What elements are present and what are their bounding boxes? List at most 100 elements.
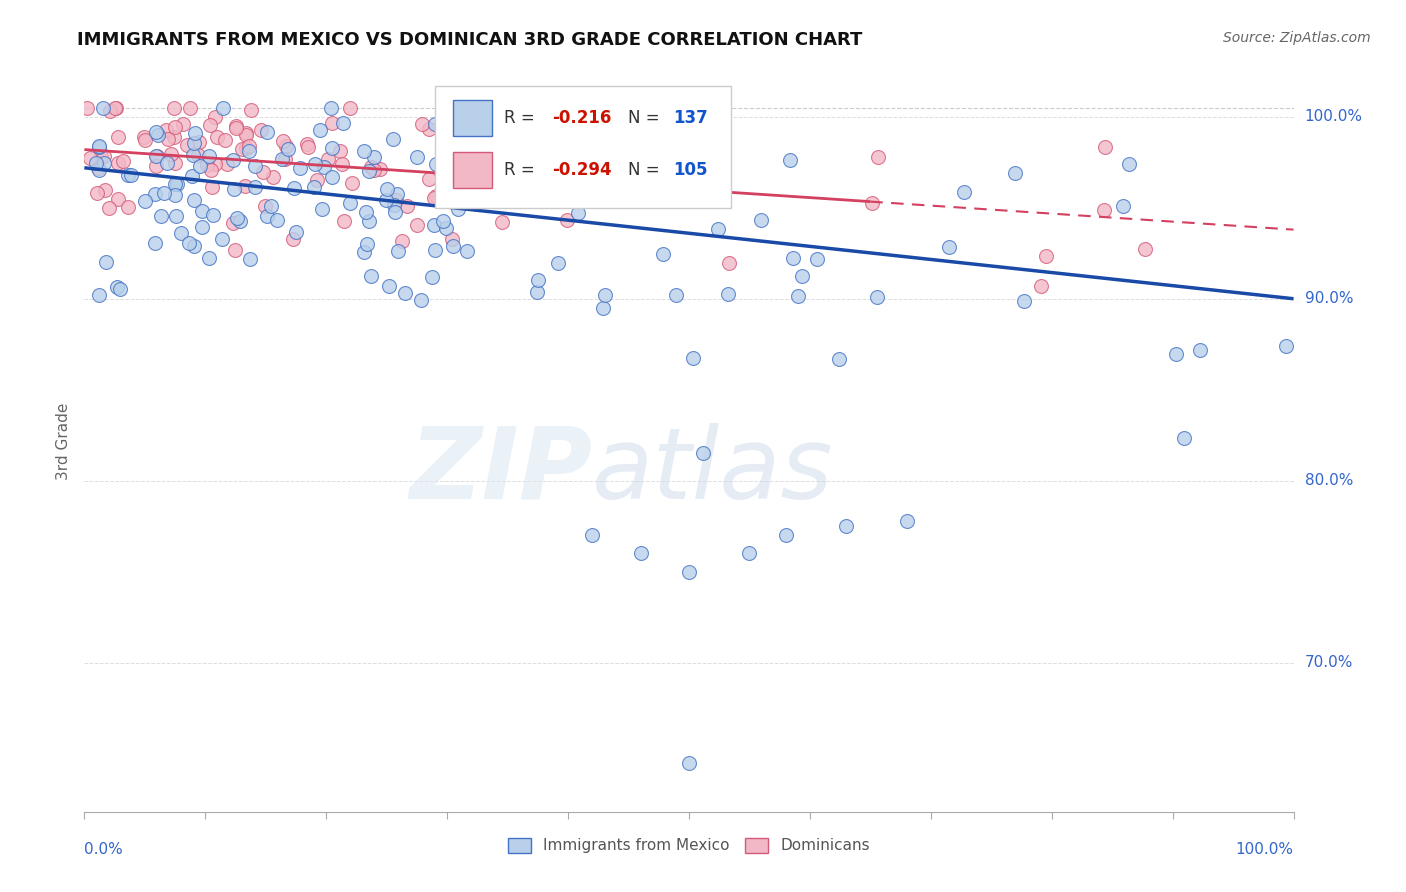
Point: [283, 181, 305, 195]
Point: [240, 103, 263, 117]
Point: [384, 204, 406, 219]
Point: [526, 285, 548, 299]
Point: [456, 244, 478, 258]
Point: [425, 157, 447, 171]
Point: [107, 192, 129, 206]
Point: [692, 446, 714, 460]
Point: [221, 216, 243, 230]
Point: [360, 269, 382, 284]
Point: [256, 126, 278, 140]
Point: [145, 125, 167, 139]
Point: [527, 273, 550, 287]
Point: [211, 232, 233, 246]
Point: [382, 132, 405, 146]
Point: [252, 165, 274, 179]
Point: [198, 251, 221, 265]
Point: [145, 149, 167, 163]
Point: [418, 171, 440, 186]
Point: [1092, 203, 1115, 218]
Point: [165, 209, 187, 223]
Point: [143, 187, 166, 202]
Point: [156, 132, 179, 146]
Point: [200, 162, 222, 177]
Point: [224, 243, 246, 257]
Point: [425, 189, 447, 203]
Point: [1274, 339, 1296, 353]
Point: [368, 162, 391, 177]
Point: [112, 154, 135, 169]
Point: [717, 256, 740, 270]
Point: [262, 170, 284, 185]
Text: IMMIGRANTS FROM MEXICO VS DOMINICAN 3RD GRADE CORRELATION CHART: IMMIGRANTS FROM MEXICO VS DOMINICAN 3RD …: [77, 31, 863, 49]
Point: [441, 232, 464, 246]
Point: [485, 186, 508, 200]
Point: [319, 101, 342, 115]
Point: [356, 237, 378, 252]
Point: [132, 130, 155, 145]
Text: 137: 137: [673, 109, 709, 127]
FancyBboxPatch shape: [453, 152, 492, 187]
Point: [434, 221, 457, 235]
Point: [146, 128, 169, 142]
Point: [384, 198, 406, 212]
Point: [271, 152, 294, 166]
Point: [160, 147, 183, 161]
Text: ZIP: ZIP: [409, 423, 592, 520]
Point: [409, 293, 432, 308]
Point: [1035, 249, 1057, 263]
Point: [593, 288, 616, 302]
Point: [329, 144, 352, 158]
Point: [339, 195, 361, 210]
Point: [492, 117, 515, 131]
Text: N =: N =: [628, 161, 665, 178]
Point: [198, 118, 221, 132]
Point: [243, 179, 266, 194]
Point: [183, 193, 205, 207]
Point: [353, 145, 375, 159]
Point: [221, 153, 243, 168]
Legend: Immigrants from Mexico, Dominicans: Immigrants from Mexico, Dominicans: [502, 831, 876, 860]
Point: [283, 232, 305, 246]
Point: [423, 191, 446, 205]
Point: [205, 130, 228, 145]
Point: [225, 121, 247, 136]
Point: [1012, 293, 1035, 308]
Point: [786, 289, 808, 303]
Point: [309, 123, 332, 137]
Point: [378, 279, 401, 293]
Point: [165, 156, 187, 170]
Point: [581, 528, 603, 542]
Point: [357, 163, 380, 178]
Point: [1173, 432, 1195, 446]
FancyBboxPatch shape: [453, 100, 492, 136]
Point: [592, 301, 614, 315]
Point: [630, 546, 652, 560]
Point: [87, 288, 110, 302]
Point: [593, 173, 616, 187]
Point: [477, 187, 499, 202]
Point: [166, 177, 188, 191]
Point: [717, 287, 740, 301]
Point: [533, 137, 555, 152]
Point: [385, 193, 408, 207]
Point: [318, 152, 340, 166]
FancyBboxPatch shape: [434, 87, 731, 209]
Point: [782, 251, 804, 265]
Point: [181, 148, 204, 162]
Point: [201, 179, 224, 194]
Point: [406, 149, 429, 163]
Point: [108, 282, 131, 296]
Point: [436, 101, 458, 115]
Point: [195, 158, 218, 172]
Point: [339, 101, 361, 115]
Point: [89, 139, 111, 153]
Point: [491, 215, 513, 229]
Text: R =: R =: [503, 109, 540, 127]
Point: [506, 136, 529, 151]
Point: [519, 185, 541, 199]
Point: [229, 214, 252, 228]
Text: 100.0%: 100.0%: [1236, 842, 1294, 857]
Point: [285, 225, 308, 239]
Point: [406, 218, 429, 232]
Point: [775, 528, 797, 542]
